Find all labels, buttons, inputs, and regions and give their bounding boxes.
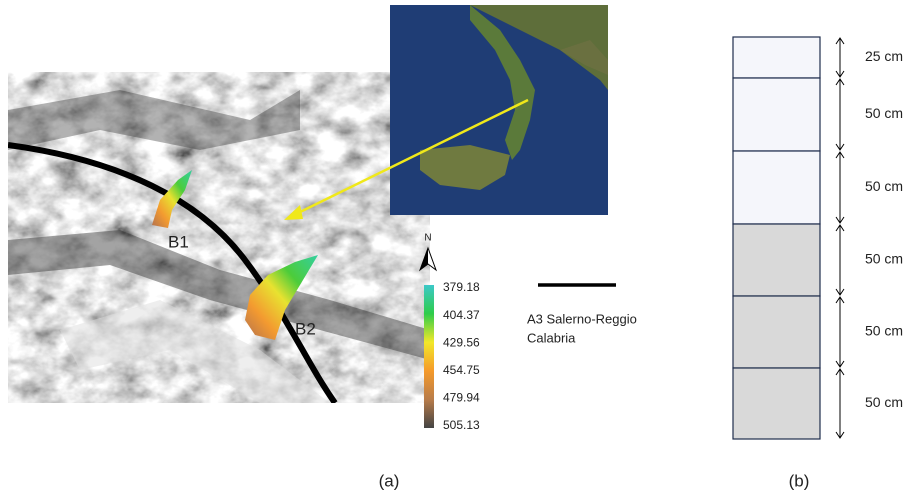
caption: (b) bbox=[789, 471, 810, 490]
layer-thickness: 50 cm bbox=[865, 394, 903, 410]
layer-thickness: 50 cm bbox=[865, 323, 903, 339]
road-label: A3 Salerno-Reggio bbox=[527, 311, 637, 326]
b1-label: B1 bbox=[168, 232, 189, 251]
layer-thickness: 50 cm bbox=[865, 251, 903, 267]
soil-layer bbox=[733, 296, 820, 368]
colorbar bbox=[424, 285, 434, 428]
legend-label: 429.56 bbox=[443, 335, 480, 349]
road-label: Calabria bbox=[527, 330, 576, 345]
figure: B1 B2 N 379.18 404.37 429.56 454.75 479.94 50… bbox=[0, 0, 910, 495]
legend-label: 505.13 bbox=[443, 418, 480, 432]
b2-label: B2 bbox=[295, 319, 316, 338]
soil-layer bbox=[733, 37, 820, 78]
soil-layer bbox=[733, 368, 820, 439]
legend-label: 404.37 bbox=[443, 308, 480, 322]
layer-thickness: 25 cm bbox=[865, 48, 903, 64]
legend-label: 454.75 bbox=[443, 363, 480, 377]
inset-map bbox=[390, 5, 608, 215]
legend-label: 479.94 bbox=[443, 391, 480, 405]
layer-thickness: 50 cm bbox=[865, 178, 903, 194]
page: B1 B2 N 379.18 404.37 429.56 454.75 479.94 50… bbox=[0, 0, 910, 495]
north-label: N bbox=[424, 233, 431, 244]
caption: (a) bbox=[379, 471, 400, 490]
hillshade-map bbox=[8, 72, 430, 403]
layer-thickness: 50 cm bbox=[865, 105, 903, 121]
soil-layer bbox=[733, 224, 820, 296]
legend-label: 379.18 bbox=[443, 280, 480, 294]
soil-layer bbox=[733, 78, 820, 151]
soil-layer bbox=[733, 151, 820, 224]
